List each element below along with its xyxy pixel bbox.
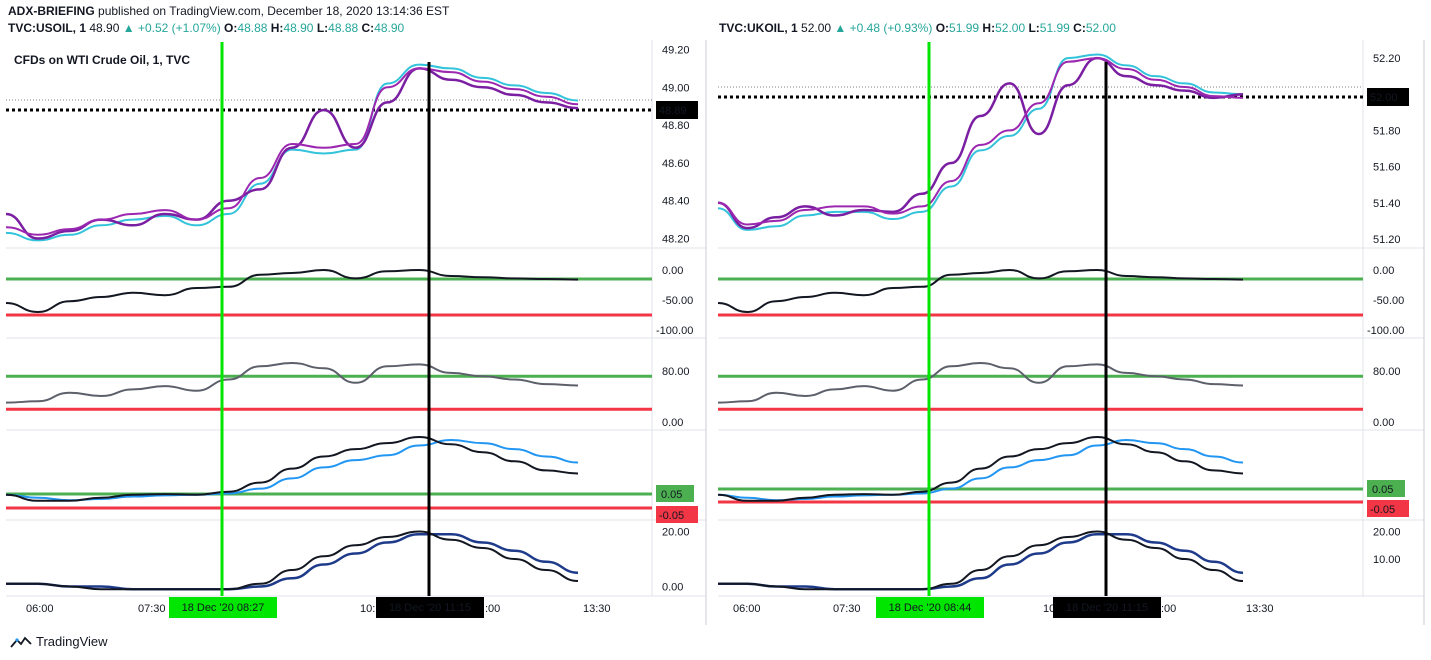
- osc-red-badge: [656, 506, 698, 523]
- bottom-black-line: [5, 530, 579, 591]
- time-tick-label: 07:30: [833, 603, 861, 615]
- price-tick-label: 49.00: [662, 82, 690, 94]
- bottom-blue-line: [717, 533, 1244, 591]
- time-tick-label: :00: [1161, 603, 1176, 615]
- chart-usoil[interactable]: CFDs on WTI Crude Oil, 1, TVC 49.20 49.00 4…: [0, 0, 712, 625]
- adx-tick-label: 0.00: [1373, 265, 1394, 277]
- chart-ukoil[interactable]: 52.20 51.80 51.60 51.40 51.20 52.00 0.00 -50.00…: [712, 0, 1431, 625]
- time-tick-label: :00: [485, 603, 500, 615]
- osc-green-badge-label: 0.05: [1372, 484, 1393, 496]
- tradingview-icon: [10, 636, 32, 648]
- ticker-line-usoil: TVC:USOIL, 1 48.90 ▲ +0.52 (+1.07%) O:48…: [8, 21, 405, 35]
- adx-tick-label: 0.00: [662, 265, 683, 277]
- osc-signal-line: [717, 439, 1244, 502]
- time-tick-label: 06:00: [733, 603, 761, 615]
- price-tick-label: 51.60: [1373, 162, 1401, 174]
- adx-line: [5, 269, 579, 313]
- green-marker-badge: [876, 597, 984, 618]
- osc-green-badge: [656, 485, 694, 502]
- close-ukoil: 52.00: [1085, 21, 1116, 35]
- osc-signal-line: [5, 439, 579, 502]
- time-tick-label: 06:00: [26, 603, 54, 615]
- black-marker-badge: [1053, 597, 1161, 618]
- osc-main-line: [717, 436, 1244, 502]
- price-badge: [656, 101, 698, 119]
- time-tick-label: 13:30: [1246, 603, 1274, 615]
- adx-tick-label: -100.00: [656, 325, 693, 337]
- price-line-purple-2: [5, 67, 579, 236]
- osc-green-badge: [1367, 480, 1405, 497]
- black-marker-label: 18 Dec '20 11:15: [1066, 602, 1148, 614]
- price-badge-label: 48.89: [659, 105, 687, 117]
- black-marker-badge: [376, 597, 484, 618]
- change-up-icon: ▲: [834, 21, 847, 35]
- green-marker-label: 18 Dec '20 08:44: [889, 602, 972, 614]
- bottom-blue-line: [5, 533, 579, 591]
- price-line-purple: [5, 67, 579, 240]
- last-price-ukoil: 52.00: [801, 21, 832, 35]
- green-marker-label: 18 Dec '20 08:27: [182, 602, 265, 614]
- green-marker-badge: [169, 597, 277, 618]
- ticker-line-ukoil: TVC:UKOIL, 1 52.00 ▲ +0.48 (+0.93%) O:51…: [719, 21, 1116, 35]
- change-up-icon: ▲: [122, 21, 135, 35]
- osc-green-badge-label: 0.05: [661, 489, 682, 501]
- low-ukoil: 51.99: [1039, 21, 1070, 35]
- rsi-tick-label: 0.00: [662, 417, 683, 429]
- author-name[interactable]: ADX-BRIEFING: [8, 4, 95, 18]
- low-usoil: 48.88: [328, 21, 359, 35]
- tradingview-label: TradingView: [36, 634, 108, 649]
- open-ukoil: 51.99: [949, 21, 980, 35]
- osc-red-badge: [1367, 500, 1409, 517]
- rsi-line: [5, 362, 579, 404]
- time-tick-label: 10:: [360, 603, 375, 615]
- price-tick-label: 48.40: [662, 196, 690, 208]
- price-tick-label: 52.20: [1373, 53, 1401, 65]
- time-tick-label: 07:30: [138, 603, 166, 615]
- price-line-purple-2: [717, 57, 1244, 226]
- symbol-usoil[interactable]: TVC:USOIL, 1: [8, 21, 87, 35]
- bottom-tick-label: 20.00: [1373, 527, 1401, 539]
- price-tick-label: 49.20: [662, 44, 690, 56]
- price-tick-label: 48.80: [662, 120, 690, 132]
- rsi-tick-label: 80.00: [662, 366, 690, 378]
- adx-line: [717, 269, 1244, 313]
- change-ukoil: +0.48 (+0.93%): [849, 21, 933, 35]
- bottom-tick-label: 10.00: [1373, 554, 1401, 566]
- bottom-tick-label: 0.00: [662, 582, 683, 594]
- rsi-line: [717, 362, 1244, 404]
- rsi-tick-label: 80.00: [1373, 366, 1401, 378]
- last-price-usoil: 48.90: [89, 21, 120, 35]
- ma-line-cyan: [717, 53, 1244, 231]
- adx-tick-label: -100.00: [1367, 325, 1404, 337]
- change-usoil: +0.52 (+1.07%): [137, 21, 221, 35]
- publish-header: ADX-BRIEFING published on TradingView.co…: [8, 4, 449, 18]
- price-line-purple: [717, 56, 1244, 230]
- time-tick-label: 13:30: [583, 603, 611, 615]
- price-tick-label: 48.60: [662, 158, 690, 170]
- osc-red-badge-label: -0.05: [659, 510, 684, 522]
- rsi-tick-label: 0.00: [1373, 417, 1394, 429]
- open-usoil: 48.88: [237, 21, 268, 35]
- close-usoil: 48.90: [374, 21, 405, 35]
- price-badge: [1367, 88, 1409, 106]
- price-tick-label: 51.40: [1373, 198, 1401, 210]
- ma-line-cyan: [5, 63, 579, 242]
- adx-tick-label: -50.00: [1373, 295, 1404, 307]
- bottom-black-line: [717, 530, 1244, 591]
- symbol-ukoil[interactable]: TVC:UKOIL, 1: [719, 21, 798, 35]
- price-tick-label: 51.20: [1373, 234, 1401, 246]
- adx-tick-label: -50.00: [662, 295, 693, 307]
- publish-info: published on TradingView.com, December 1…: [98, 4, 450, 18]
- osc-main-line: [5, 436, 579, 502]
- price-tick-label: 48.20: [662, 234, 690, 246]
- price-tick-label: 51.80: [1373, 125, 1401, 137]
- high-usoil: 48.90: [283, 21, 314, 35]
- pane-title: CFDs on WTI Crude Oil, 1, TVC: [14, 53, 190, 67]
- black-marker-label: 18 Dec '20 11:15: [389, 602, 471, 614]
- high-ukoil: 52.00: [995, 21, 1026, 35]
- tradingview-logo[interactable]: TradingView: [10, 634, 108, 649]
- bottom-tick-label: 20.00: [662, 527, 690, 539]
- price-badge-label: 52.00: [1370, 92, 1398, 104]
- osc-red-badge-label: -0.05: [1370, 504, 1395, 516]
